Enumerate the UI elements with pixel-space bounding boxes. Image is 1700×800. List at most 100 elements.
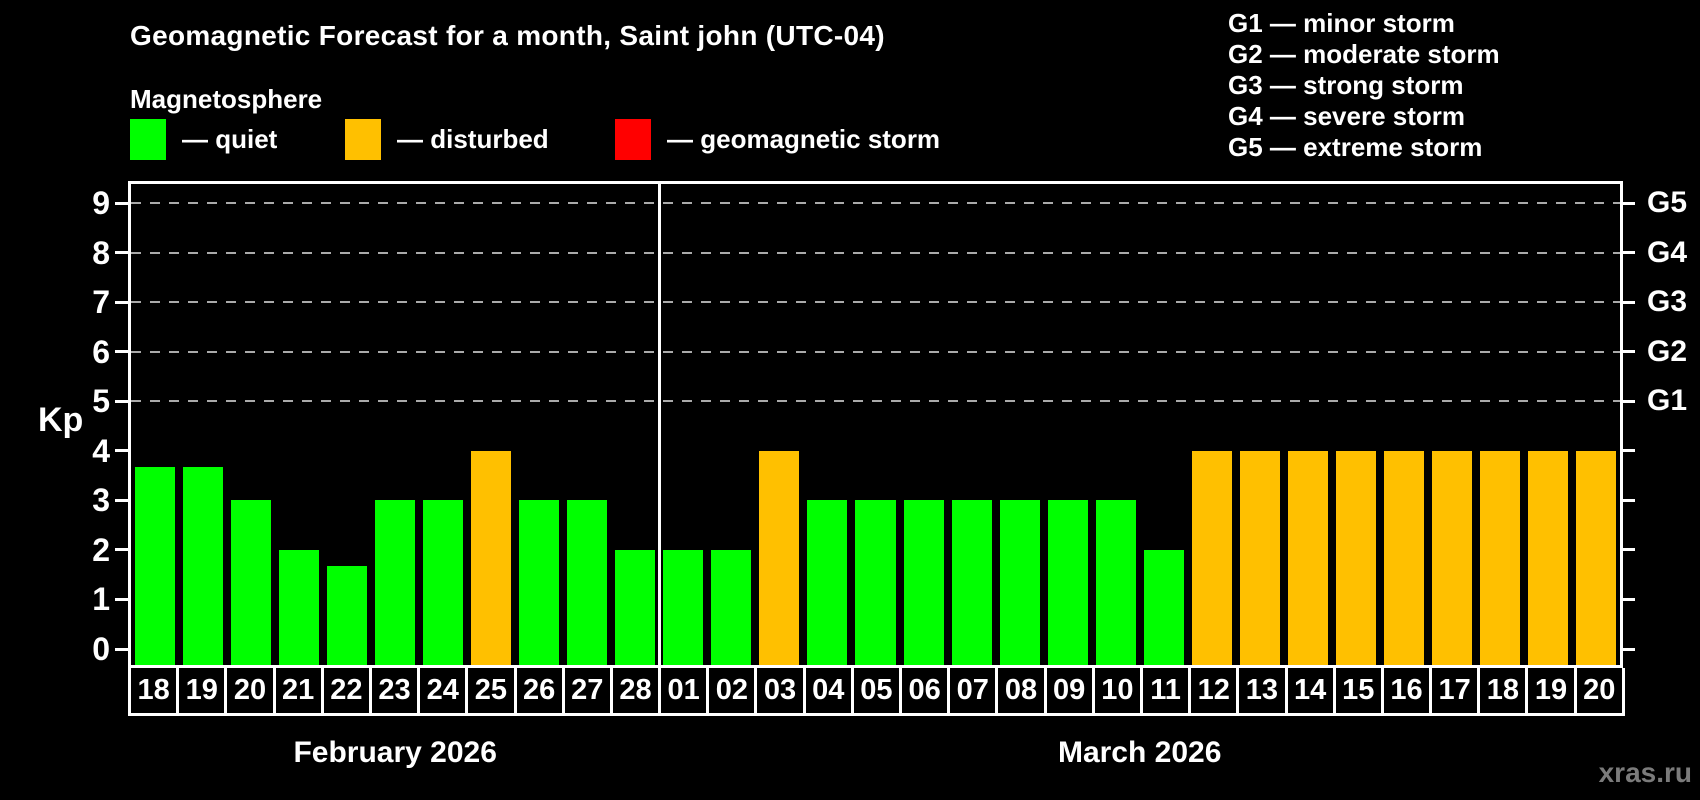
y-tick-label: 5	[92, 383, 110, 420]
kp-bar-day-10	[1095, 500, 1136, 665]
kp-bar-day-08	[999, 500, 1040, 665]
g-level-label: G2	[1647, 334, 1688, 368]
g1-description: G1 — minor storm	[1228, 8, 1455, 38]
left-y-tick	[115, 498, 129, 502]
kp-bar-day-19	[1527, 450, 1568, 665]
right-y-tick	[1621, 201, 1635, 205]
kp-bar-day-27	[567, 500, 608, 665]
kp-bar-day-11	[1143, 549, 1184, 665]
x-axis-day-12: 12	[1188, 668, 1237, 716]
kp-bar-day-15	[1335, 450, 1376, 665]
kp-bar-day-14	[1287, 450, 1328, 665]
x-axis-day-19: 19	[1525, 668, 1574, 716]
g-level-label: G1	[1647, 384, 1688, 418]
x-axis-day-28: 28	[609, 668, 659, 716]
kp-bar-day-17	[1431, 450, 1472, 665]
kp-bar-day-24	[423, 500, 464, 665]
kp-bar-day-09	[1047, 500, 1088, 665]
kp-bar-day-25	[471, 450, 512, 665]
left-y-tick	[115, 350, 129, 354]
legend-item-storm: — geomagnetic storm	[615, 119, 940, 160]
legend-item-disturbed: — disturbed	[345, 119, 549, 160]
kp-bar-day-21	[279, 549, 320, 665]
x-axis-day-03: 03	[754, 668, 803, 716]
x-axis-day-11: 11	[1139, 668, 1189, 716]
x-axis-day-06: 06	[899, 668, 948, 716]
quiet-color-swatch	[130, 119, 166, 160]
month-label: March 2026	[1057, 736, 1222, 769]
month-label: February 2026	[293, 736, 497, 769]
gridline-kp-5	[131, 400, 1620, 403]
left-y-tick	[115, 597, 129, 601]
kp-bar-day-28	[615, 549, 656, 665]
chart-subtitle: Magnetosphere	[130, 84, 323, 114]
kp-bar-day-07	[951, 500, 992, 665]
watermark: xras.ru	[1598, 757, 1692, 788]
y-tick-label: 3	[92, 482, 110, 519]
kp-bar-day-16	[1383, 450, 1424, 665]
kp-bar-day-26	[519, 500, 560, 665]
g2-description: G2 — moderate storm	[1228, 39, 1500, 69]
right-y-tick	[1621, 300, 1635, 304]
x-axis-day-18: 18	[128, 668, 177, 716]
disturbed-color-swatch	[345, 119, 381, 160]
x-axis-day-23: 23	[368, 668, 418, 716]
x-axis-day-01: 01	[658, 668, 707, 716]
month-divider-line	[657, 184, 661, 665]
kp-bar-day-03	[759, 450, 800, 665]
g-scale-legend: G1 — minor storm G2 — moderate storm G3 …	[1228, 8, 1500, 163]
x-axis-day-08: 08	[995, 668, 1044, 716]
kp-bar-day-12	[1191, 450, 1232, 665]
gridline-kp-8	[131, 251, 1620, 254]
y-axis-label: Kp	[38, 401, 84, 440]
x-axis-day-15: 15	[1332, 668, 1381, 716]
kp-bar-day-20	[1575, 450, 1616, 665]
g-level-label: G5	[1647, 186, 1688, 219]
left-y-tick	[115, 201, 129, 205]
left-y-tick	[115, 647, 129, 651]
kp-bar-day-04	[807, 500, 848, 665]
legend-item-quiet: — quiet	[130, 119, 277, 160]
g4-description: G4 — severe storm	[1228, 101, 1466, 131]
right-y-tick	[1621, 350, 1635, 354]
legend-label-disturbed: — disturbed	[397, 124, 549, 154]
left-y-tick	[115, 548, 129, 552]
x-axis-day-26: 26	[513, 668, 562, 716]
kp-bar-day-23	[375, 500, 416, 665]
kp-bar-day-06	[903, 500, 944, 665]
x-axis-day-27: 27	[561, 668, 610, 716]
x-axis-day-22: 22	[320, 668, 369, 716]
x-axis-day-21: 21	[272, 668, 321, 716]
x-axis-day-04: 04	[802, 668, 851, 716]
y-tick-label: 1	[92, 581, 110, 618]
right-y-tick	[1621, 399, 1635, 403]
x-axis-day-09: 09	[1043, 668, 1092, 716]
y-tick-label: 6	[92, 333, 110, 370]
g5-description: G5 — extreme storm	[1228, 132, 1483, 162]
x-axis-day-02: 02	[706, 668, 755, 716]
legend-label-storm: — geomagnetic storm	[667, 124, 941, 154]
y-tick-label: 9	[92, 185, 110, 221]
g-level-label: G4	[1647, 235, 1688, 269]
kp-bar-day-19	[183, 467, 224, 665]
right-y-tick	[1621, 251, 1635, 255]
kp-bar-day-18	[135, 467, 176, 665]
x-axis-day-18: 18	[1477, 668, 1526, 716]
kp-bar-day-01	[663, 549, 704, 665]
x-axis-day-05: 05	[850, 668, 899, 716]
y-tick-label: 2	[92, 531, 110, 568]
gridline-kp-7	[131, 301, 1620, 304]
legend-label-quiet: — quiet	[182, 124, 278, 154]
left-y-tick	[115, 251, 129, 255]
x-axis-day-20: 20	[1573, 668, 1625, 716]
x-axis-day-24: 24	[417, 668, 466, 716]
right-y-tick	[1621, 647, 1635, 651]
kp-bar-day-20	[231, 500, 272, 665]
x-axis-day-19: 19	[176, 668, 225, 716]
y-tick-label: 7	[92, 284, 110, 321]
g-level-label: G3	[1647, 285, 1688, 319]
x-axis-day-25: 25	[465, 668, 514, 716]
x-axis-day-20: 20	[224, 668, 273, 716]
y-tick-label: 4	[92, 432, 110, 469]
